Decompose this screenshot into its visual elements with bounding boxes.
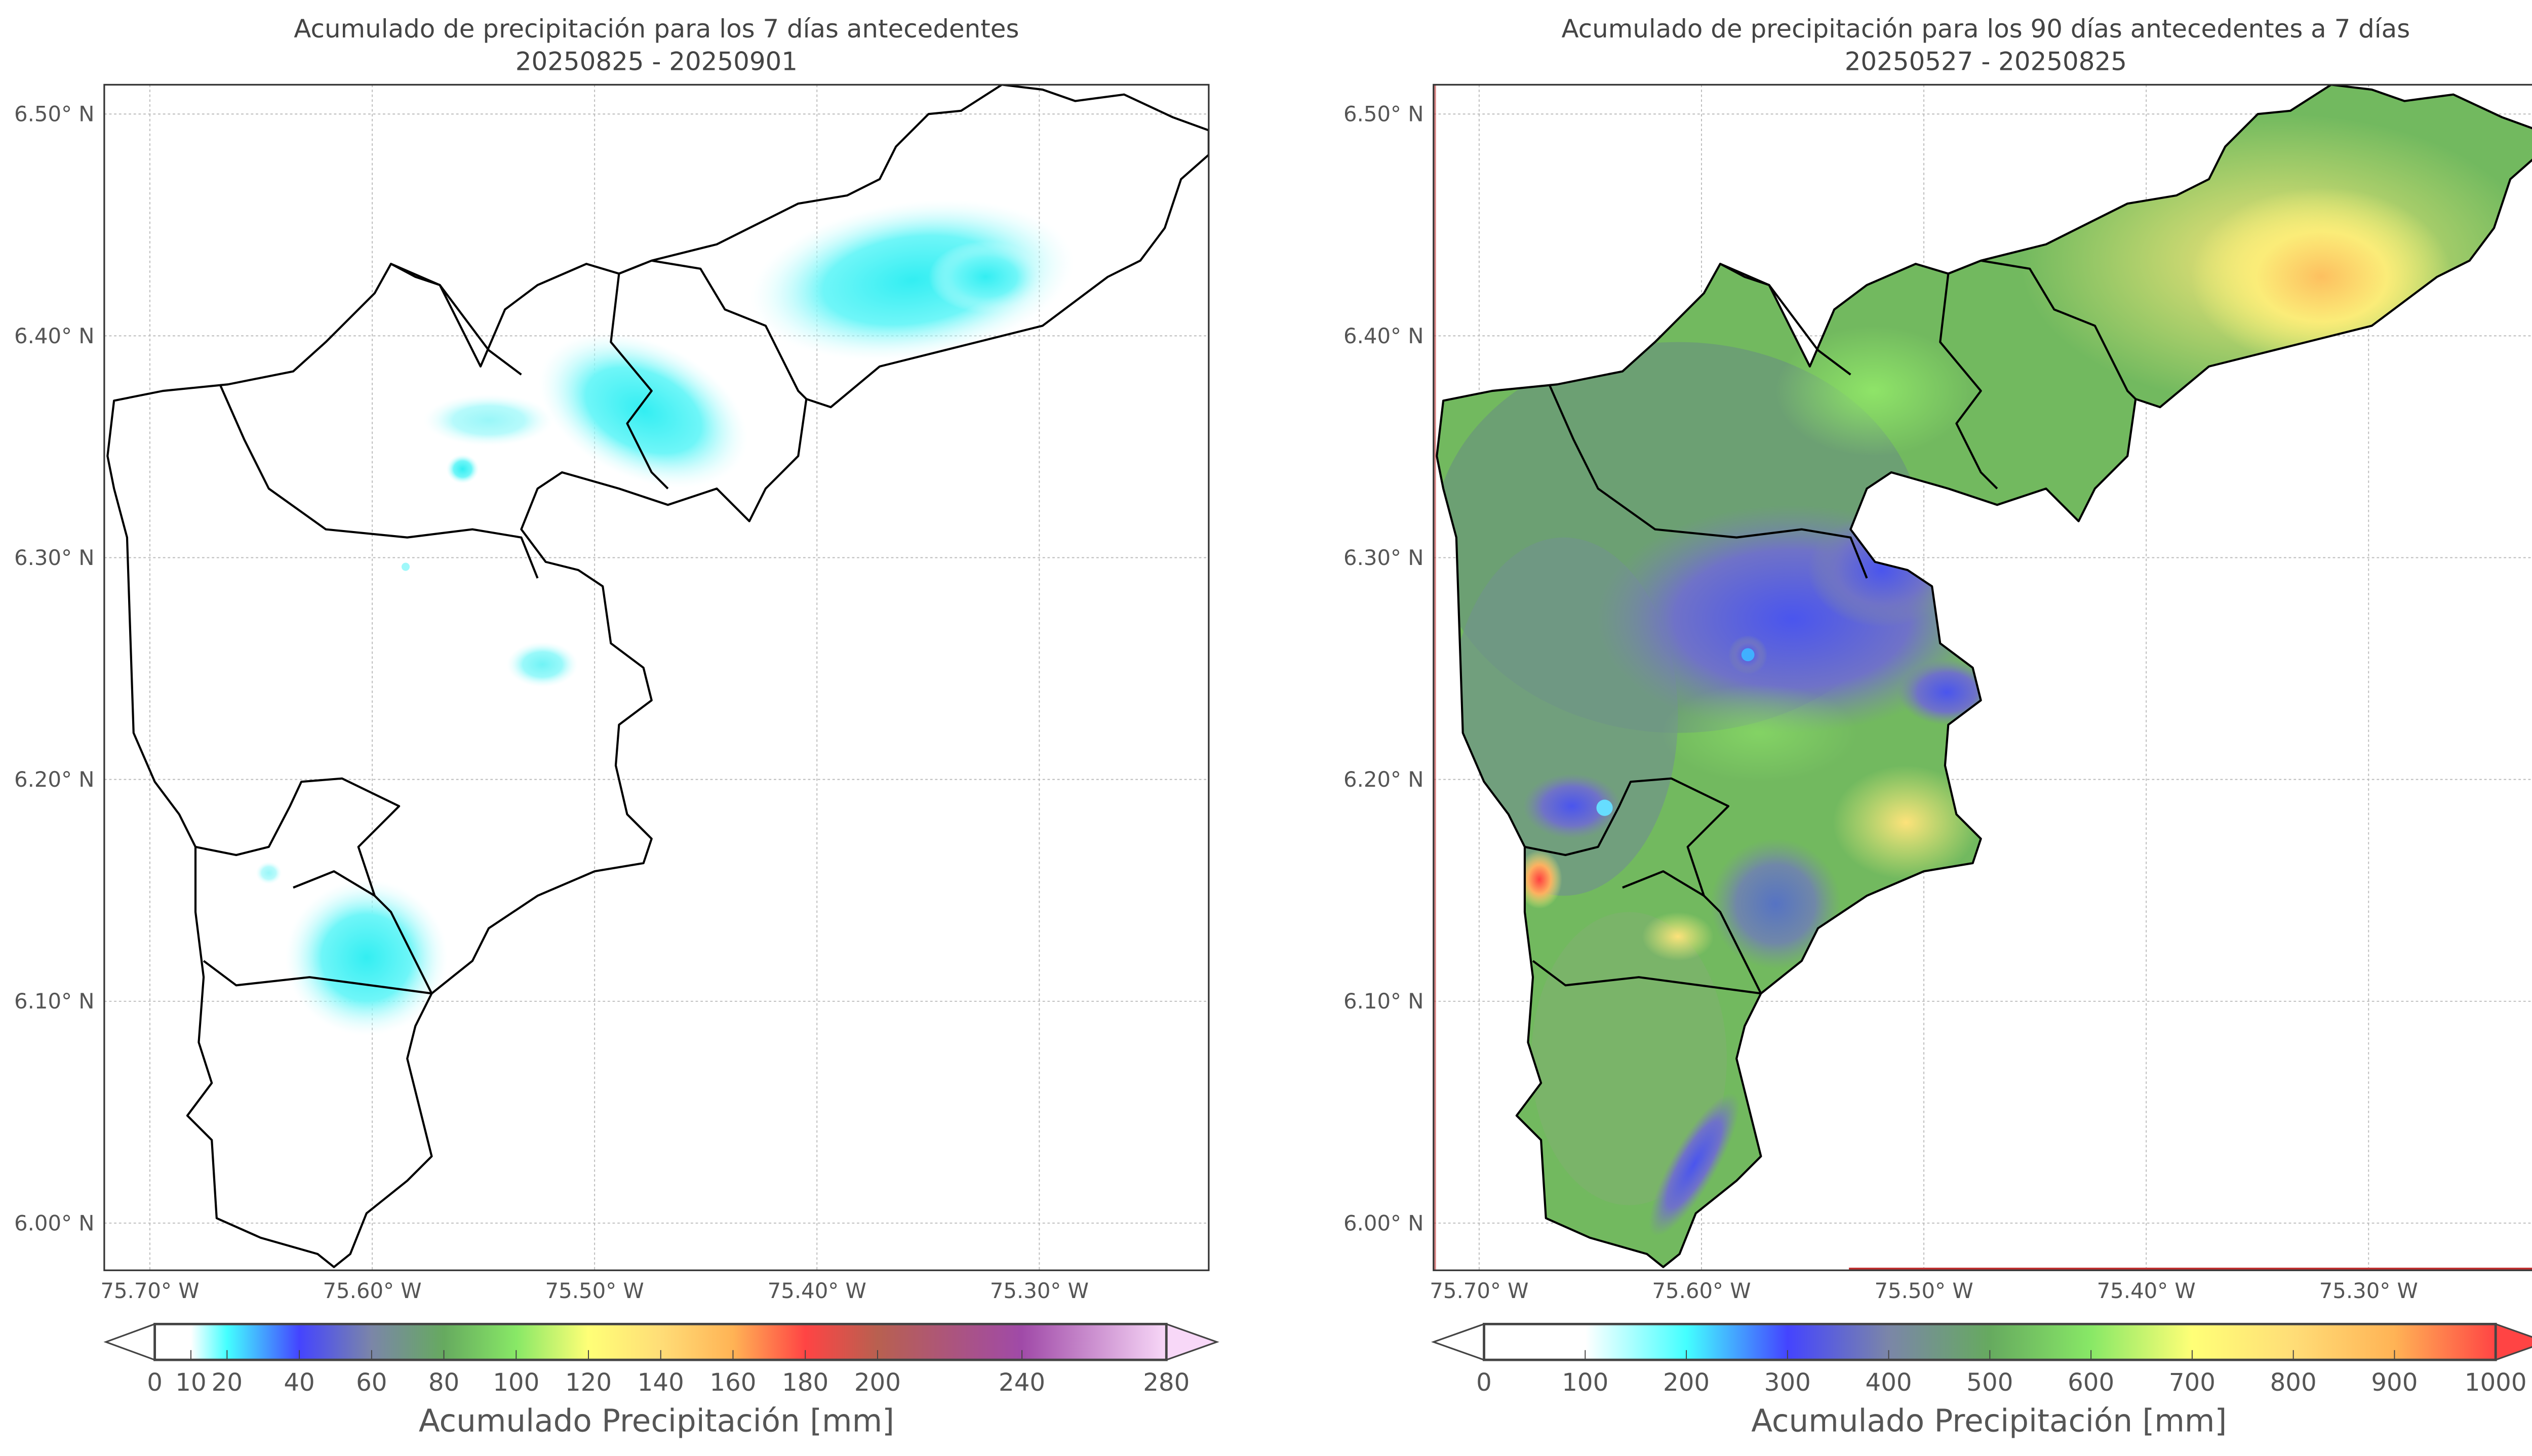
right-precip-field [1437,85,2532,1267]
colorbar-tick-label: 40 [284,1368,314,1397]
colorbar-tick-label: 1000 [2465,1368,2527,1397]
right-axis-ticks: 6.50° N 6.40° N 6.30° N 6.20° N 6.10° N 6.00°… [1343,102,2418,1303]
lat-tick-label: 6.00° N [1343,1210,1424,1235]
colorbar-tick-label: 0 [147,1368,163,1397]
lat-tick-label: 6.10° N [1343,989,1424,1014]
colorbar-tick-label: 60 [356,1368,387,1397]
colorbar-tick-label: 100 [1562,1368,1608,1397]
lon-tick-label: 75.30° W [2319,1278,2418,1303]
colorbar-tick-label: 300 [1764,1368,1811,1397]
right-axes-frame [1433,84,2532,1271]
right-map [1433,85,2532,1271]
left-map-title: Acumulado de precipitación para los 7 dí… [294,14,1019,44]
left-map-dates: 20250825 - 20250901 [516,47,798,76]
left-map [104,85,1209,1271]
lat-tick-label: 6.40° N [14,323,95,348]
lat-tick-label: 6.50° N [1343,102,1424,127]
lat-tick-label: 6.00° N [14,1210,95,1235]
colorbar-tick-label: 180 [782,1368,828,1397]
colorbar-tick-label: 500 [1966,1368,2013,1397]
colorbar-tick-label: 200 [854,1368,901,1397]
colorbar-tick-label: 10 [175,1368,206,1397]
lon-tick-label: 75.50° W [1874,1278,1973,1303]
lon-tick-label: 75.60° W [1652,1278,1751,1303]
colorbar-tick-label: 20 [212,1368,243,1397]
colorbar-tick-label: 200 [1663,1368,1710,1397]
left-boundaries [107,85,1209,1267]
lat-tick-label: 6.40° N [1343,323,1424,348]
colorbar-tick-label: 600 [2068,1368,2114,1397]
colorbar-tick-label: 160 [709,1368,756,1397]
left-gridlines [104,85,1209,1271]
lat-tick-label: 6.30° N [14,545,95,570]
lon-tick-label: 75.70° W [1430,1278,1528,1303]
lon-tick-label: 75.50° W [545,1278,644,1303]
lon-tick-label: 75.40° W [2097,1278,2196,1303]
lon-tick-label: 75.40° W [768,1278,866,1303]
right-map-title: Acumulado de precipitación para los 90 d… [1561,14,2410,44]
colorbar-tick-label: 0 [1476,1368,1492,1397]
lat-tick-label: 6.10° N [14,989,95,1014]
colorbar-tick-label: 700 [2169,1368,2216,1397]
left-colorbar-label: Acumulado Precipitación [mm] [419,1403,894,1439]
colorbar-tick-label: 240 [999,1368,1045,1397]
lon-tick-label: 75.70° W [100,1278,199,1303]
lat-tick-label: 6.30° N [1343,545,1424,570]
lat-tick-label: 6.50° N [14,102,95,127]
right-map-dates: 20250527 - 20250825 [1845,47,2127,76]
left-axes-frame [103,84,1210,1271]
lon-tick-label: 75.60° W [323,1278,421,1303]
right-colorbar-label: Acumulado Precipitación [mm] [1751,1403,2227,1439]
left-axis-ticks: 6.50° N 6.40° N 6.30° N 6.20° N 6.10° N 6.00°… [14,102,1089,1303]
colorbar-tick-label: 800 [2270,1368,2317,1397]
left-colorbar: 0 10 20 40 60 80 100 120 140 160 180 200 240 280 Acum… [103,1322,1219,1439]
lat-tick-label: 6.20° N [1343,767,1424,792]
left-precip-field [256,199,1074,1036]
lat-tick-label: 6.20° N [14,767,95,792]
colorbar-tick-label: 80 [428,1368,459,1397]
colorbar-tick-label: 400 [1866,1368,1912,1397]
colorbar-tick-label: 140 [638,1368,684,1397]
colorbar-tick-label: 280 [1143,1368,1190,1397]
colorbar-tick-label: 120 [565,1368,612,1397]
colorbar-tick-label: 900 [2371,1368,2418,1397]
right-colorbar: 0 100 200 300 400 500 600 700 800 900 1000 Acumula… [1431,1322,2532,1439]
colorbar-tick-label: 100 [493,1368,539,1397]
lon-tick-label: 75.30° W [990,1278,1089,1303]
